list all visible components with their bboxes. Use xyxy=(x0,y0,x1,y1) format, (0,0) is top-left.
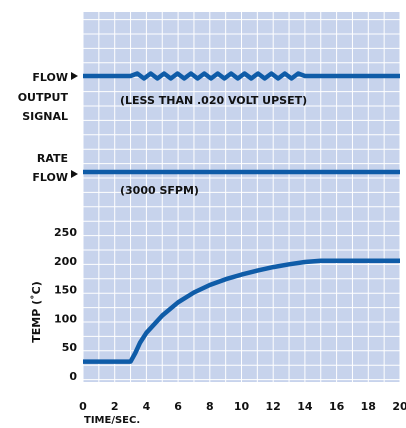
y-tick-label: 50 xyxy=(62,341,78,354)
flow-output-pointer-icon xyxy=(71,72,78,80)
rate-flow-pointer-icon xyxy=(71,170,78,178)
grid xyxy=(82,12,401,382)
y-tick-label: 250 xyxy=(54,226,77,239)
flow-output-label-line-3: SIGNAL xyxy=(22,110,68,123)
x-tick-labels: 0 2 4 6 8 10 12 14 16 18 20 xyxy=(79,400,406,413)
x-axis-label: TIME/SEC. xyxy=(84,415,140,426)
rate-flow-label-line-1: RATE xyxy=(37,152,68,165)
y-tick-label: 100 xyxy=(54,312,77,325)
x-tick-label: 10 xyxy=(234,400,250,413)
flow-output-signal: FLOW OUTPUT SIGNAL (LESS THAN .020 VOLT … xyxy=(18,71,400,123)
y-tick-label: 0 xyxy=(69,370,77,383)
flow-output-signal-line xyxy=(83,71,400,81)
x-tick-label: 20 xyxy=(392,400,406,413)
rate-flow-label-line-2: FLOW xyxy=(32,171,68,184)
flow-output-annotation: (LESS THAN .020 VOLT UPSET) xyxy=(120,94,307,107)
x-tick-label: 14 xyxy=(297,400,313,413)
x-tick-label: 2 xyxy=(111,400,119,413)
y-axis-label: TEMP (˚C) xyxy=(30,281,43,342)
x-tick-label: 6 xyxy=(174,400,182,413)
temperature-line xyxy=(83,258,400,364)
x-tick-label: 0 xyxy=(79,400,87,413)
x-tick-label: 18 xyxy=(361,400,376,413)
y-tick-label: 150 xyxy=(54,284,77,297)
x-tick-label: 16 xyxy=(329,400,345,413)
rate-flow-annotation: (3000 SFPM) xyxy=(120,184,199,197)
x-tick-label: 4 xyxy=(143,400,151,413)
y-tick-labels: 0 50 100 150 200 250 xyxy=(54,226,77,383)
x-tick-label: 12 xyxy=(266,400,281,413)
rate-flow-signal: RATE FLOW (3000 SFPM) xyxy=(32,152,400,197)
flow-output-label-line-2: OUTPUT xyxy=(18,91,69,104)
y-tick-label: 200 xyxy=(54,255,77,268)
x-tick-label: 8 xyxy=(206,400,214,413)
flow-output-label-line-1: FLOW xyxy=(32,71,68,84)
